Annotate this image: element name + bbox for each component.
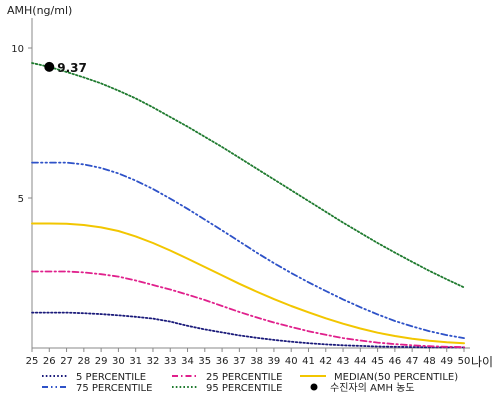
series-line-95-percentile <box>31 62 465 289</box>
x-tick-label: 40 <box>285 356 298 367</box>
series-line-5-percentile <box>31 311 465 349</box>
legend-item: 25 PERCENTILE <box>172 372 282 383</box>
patient-amh-marker <box>44 61 55 72</box>
x-tick-label: 43 <box>337 356 350 367</box>
x-tick-label: 48 <box>423 356 436 367</box>
x-tick-label: 38 <box>250 356 263 367</box>
x-tick-label: 46 <box>389 356 402 367</box>
y-ticks: 5 10 <box>11 44 32 205</box>
y-tick-label: 10 <box>11 44 24 55</box>
legend-marker-swatch <box>310 383 318 391</box>
series-line-median-50-percentile <box>31 222 465 345</box>
legend-label: 수진자의 AMH 농도 <box>330 382 415 394</box>
series-lines <box>31 62 465 349</box>
x-tick-label: 28 <box>77 356 90 367</box>
x-tick-label: 26 <box>43 356 56 367</box>
legend: 5 PERCENTILE 25 PERCENTILE MEDIAN(50 PERCE… <box>42 372 458 394</box>
x-ticks: 25 26 27 28 29 30 31 32 33 34 35 36 37 38 39 40 41 42 43 44… <box>26 348 471 367</box>
x-tick-label: 30 <box>112 356 125 367</box>
y-tick-label: 5 <box>18 194 24 205</box>
y-axis-title: AMH(ng/ml) <box>7 4 72 17</box>
x-tick-label: 39 <box>268 356 281 367</box>
x-tick-label: 33 <box>164 356 177 367</box>
x-tick-label: 35 <box>198 356 211 367</box>
legend-item: 5 PERCENTILE <box>42 372 146 383</box>
x-tick-label: 45 <box>371 356 384 367</box>
series-line-75-percentile <box>31 161 465 339</box>
patient-amh-value-label: 9.37 <box>57 61 87 75</box>
x-tick-label: 25 <box>26 356 39 367</box>
x-tick-label: 31 <box>129 356 142 367</box>
x-tick-label: 49 <box>440 356 453 367</box>
x-tick-label: 41 <box>302 356 315 367</box>
x-axis-title: 나이 <box>471 355 493 369</box>
legend-item: 수진자의 AMH 농도 <box>310 382 415 394</box>
legend-label: MEDIAN(50 PERCENTILE) <box>334 372 458 383</box>
x-tick-label: 34 <box>181 356 194 367</box>
legend-item: 95 PERCENTILE <box>172 383 282 394</box>
x-tick-label: 36 <box>216 356 229 367</box>
x-tick-label: 37 <box>233 356 246 367</box>
x-tick-label: 47 <box>406 356 419 367</box>
x-tick-label: 50 <box>458 356 471 367</box>
legend-item: 75 PERCENTILE <box>42 383 152 394</box>
x-tick-label: 44 <box>354 356 367 367</box>
x-tick-label: 27 <box>60 356 73 367</box>
axes: AMH(ng/ml) 나이 <box>7 4 493 369</box>
legend-label: 25 PERCENTILE <box>206 372 282 383</box>
legend-label: 95 PERCENTILE <box>206 383 282 394</box>
legend-item: MEDIAN(50 PERCENTILE) <box>300 372 458 383</box>
series-line-25-percentile <box>31 270 465 348</box>
legend-label: 5 PERCENTILE <box>76 372 146 383</box>
x-tick-label: 32 <box>147 356 160 367</box>
legend-label: 75 PERCENTILE <box>76 383 152 394</box>
marker-layer: 9.37 <box>44 61 87 75</box>
x-tick-label: 29 <box>95 356 108 367</box>
x-tick-label: 42 <box>319 356 332 367</box>
